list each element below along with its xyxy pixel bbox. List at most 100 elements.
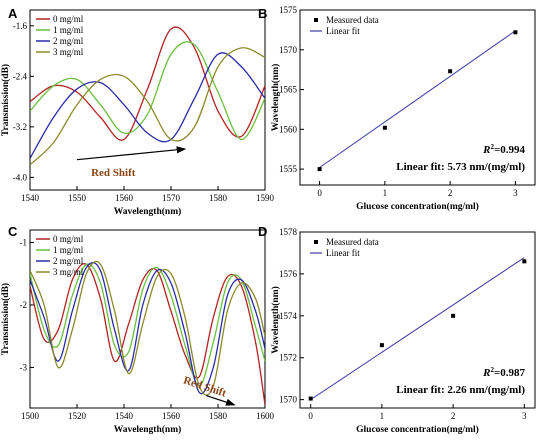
- data-point-1: [379, 343, 384, 348]
- x-axis-title: Glucose concentration(mg/ml): [356, 201, 479, 212]
- x-tick-label: 1500: [21, 411, 40, 421]
- panel-letter: C: [8, 224, 18, 239]
- legend-label-fit: Linear fit: [326, 248, 360, 258]
- shift-annotation: Red Shift: [182, 374, 228, 399]
- x-tick-label: 1: [380, 411, 385, 421]
- x-tick-label: 1540: [21, 193, 40, 203]
- x-tick-label: 1550: [68, 193, 87, 203]
- x-tick-label: 1580: [209, 193, 228, 203]
- x-tick-label: 1600: [256, 411, 275, 421]
- plot-data: [30, 26, 265, 166]
- legend-label-1: 1 mg/ml: [53, 245, 84, 255]
- plot-frame: [299, 231, 536, 409]
- x-tick-label: 1590: [256, 193, 275, 203]
- panel-c: C 1500 1520 1540 1560 1580 1600 -1 -2 -3 Wavelengt…: [0, 224, 275, 435]
- legend-label-1: 1 mg/ml: [53, 25, 84, 35]
- data-point-0: [317, 167, 322, 172]
- data-point-1: [382, 125, 387, 130]
- legend-marker-measured: [314, 240, 318, 244]
- y-tick-label: 1570: [279, 45, 298, 55]
- legend-label-0: 0 mg/ml: [53, 14, 84, 24]
- r-squared-label: R2=0.994: [482, 143, 525, 156]
- series-line-3: [30, 260, 265, 396]
- series-line-1: [30, 41, 265, 141]
- y-tick-label: -3: [20, 362, 28, 372]
- shift-arrow: [76, 146, 187, 161]
- x-tick-label: 1520: [68, 411, 87, 421]
- series-line-0: [30, 263, 265, 405]
- r-symbol: R: [482, 144, 490, 156]
- series-line-3: [30, 47, 265, 166]
- y-tick-label: -1: [20, 237, 28, 247]
- panel-letter: D: [258, 224, 267, 239]
- fit-line: [319, 30, 516, 168]
- legend-label-3: 3 mg/ml: [53, 267, 84, 277]
- x-tick-label: 1570: [162, 193, 181, 203]
- y-axis-title: Wavelength(nm): [270, 64, 281, 132]
- r-value: =0.994: [494, 144, 526, 156]
- data-point-2: [448, 69, 453, 74]
- y-tick-label: 1555: [279, 164, 298, 174]
- y-tick-label: 1575: [279, 5, 298, 15]
- y-tick-label: -3.2: [13, 122, 27, 132]
- plot-frame: [29, 9, 266, 191]
- linear-fit-label: Linear fit: 2.26 nm/(mg/ml): [396, 384, 525, 396]
- r-value: =0.987: [494, 367, 526, 379]
- y-tick-label: 1560: [279, 124, 298, 134]
- x-axis-title: Wavelength(nm): [114, 206, 182, 217]
- y-tick-label: 1574: [279, 311, 298, 321]
- plot-data: [308, 257, 527, 401]
- legend-label-2: 2 mg/ml: [53, 256, 84, 266]
- plot-frame: [299, 9, 536, 186]
- series-line-1: [30, 263, 265, 387]
- x-tick-label: 2: [451, 411, 456, 421]
- legend-label-3: 3 mg/ml: [53, 47, 84, 57]
- series-line-2: [30, 52, 265, 159]
- panel-d: D 0 1 2 3 1570 1572 1574 1576 1578 Glucose concent…: [258, 224, 536, 435]
- y-tick-label: 1572: [279, 353, 297, 363]
- plot-frame: [29, 229, 266, 409]
- r-superscript: 2: [490, 143, 494, 151]
- x-tick-label: 1: [383, 188, 388, 198]
- x-tick-label: 2: [448, 188, 453, 198]
- shift-annotation: Red Shift: [91, 167, 136, 179]
- legend-label-0: 0 mg/ml: [53, 234, 84, 244]
- x-axis-title: Glucose concentration(mg/ml): [356, 424, 479, 435]
- x-tick-label: 0: [317, 188, 322, 198]
- x-tick-label: 3: [513, 188, 518, 198]
- y-tick-label: 1576: [279, 269, 298, 279]
- legend-label-measured: Measured data: [326, 237, 379, 247]
- x-tick-label: 1560: [162, 411, 181, 421]
- y-tick-label: -2: [20, 300, 28, 310]
- y-axis-title: Transmission(dB): [0, 283, 11, 355]
- shift-arrow: [206, 394, 236, 406]
- y-tick-label: -2.4: [13, 71, 28, 81]
- panel-letter: A: [8, 6, 18, 21]
- legend-label-fit: Linear fit: [326, 26, 360, 36]
- x-axis-title: Wavelength(nm): [114, 424, 182, 435]
- r-symbol: R: [482, 367, 490, 379]
- y-axis-title: Transmission(dB): [0, 64, 11, 136]
- y-tick-label: -1.6: [13, 21, 28, 31]
- series-line-2: [30, 261, 265, 395]
- panel-b: B 0 1 2 3 1555 1560 1565 1570 1575 Glucose concent…: [258, 5, 536, 212]
- legend-label-measured: Measured data: [326, 15, 379, 25]
- y-axis-title: Wavelength(nm): [270, 286, 281, 354]
- data-point-3: [522, 259, 527, 264]
- y-tick-label: 1570: [279, 395, 298, 405]
- y-tick-label: -4.0: [13, 172, 28, 182]
- fit-line: [310, 257, 525, 401]
- plot-data: [317, 30, 518, 172]
- panel-a: A 1540 1550 1560 1570 1580 1590 -1.6 -2.4 -3.2 -4.…: [0, 6, 275, 217]
- x-tick-label: 3: [522, 411, 527, 421]
- y-tick-label: 1565: [279, 85, 298, 95]
- plot-data: [30, 260, 265, 405]
- r-squared-label: R2=0.987: [482, 366, 525, 379]
- data-point-2: [451, 313, 456, 318]
- data-point-3: [513, 30, 518, 35]
- data-point-0: [308, 396, 313, 401]
- r-superscript: 2: [490, 366, 494, 374]
- legend-label-2: 2 mg/ml: [53, 36, 84, 46]
- series-line-0: [30, 26, 265, 141]
